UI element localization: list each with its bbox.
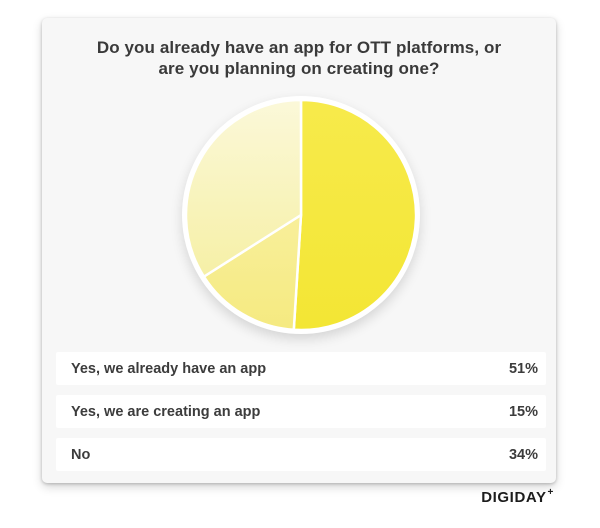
survey-card: Do you already have an app for OTT platf…	[42, 18, 556, 483]
pie-slice-2	[184, 98, 303, 278]
digiday-plus-icon: +	[547, 487, 554, 498]
answer-label: No	[71, 446, 91, 463]
pie-chart	[181, 95, 421, 335]
answer-row-no: No 34%	[56, 438, 546, 471]
answer-label: Yes, we are creating an app	[71, 403, 261, 420]
answer-percentage: 15%	[508, 403, 538, 420]
answer-label: Yes, we already have an app	[71, 360, 267, 377]
chart-title-line-1: Do you already have an app for OTT platf…	[96, 38, 502, 57]
answer-percentage: 51%	[508, 360, 538, 377]
chart-title-line-2: are you planning on creating one?	[158, 59, 440, 78]
chart-title: Do you already have an app for OTT platf…	[42, 37, 556, 79]
pie-svg	[184, 98, 418, 332]
answer-percentage: 34%	[508, 446, 538, 463]
answer-row-already-have-app: Yes, we already have an app 51%	[56, 352, 546, 385]
digiday-logo: DIGIDAY+	[0, 487, 554, 506]
digiday-logo-text: DIGIDAY	[481, 489, 547, 506]
pie-slice-0	[292, 98, 418, 332]
pie-slice-1	[202, 213, 303, 332]
answer-row-creating-app: Yes, we are creating an app 15%	[56, 395, 546, 428]
